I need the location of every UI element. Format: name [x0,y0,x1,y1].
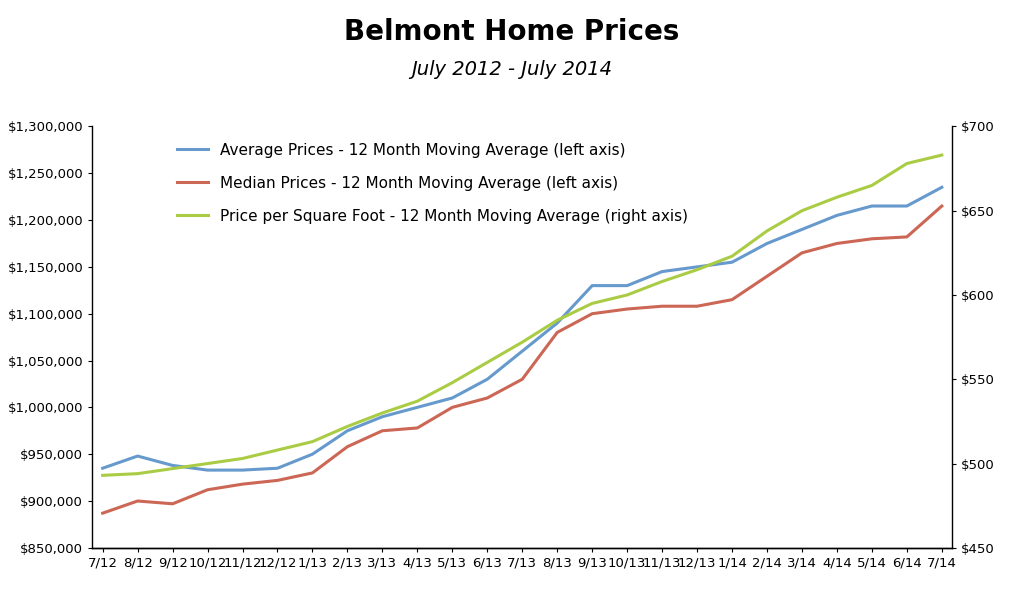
Median Prices - 12 Month Moving Average (left axis) [202,486,214,494]
Average Prices - 12 Month Moving Average (left axis) [167,462,179,469]
Median Prices - 12 Month Moving Average (left axis) [936,202,948,209]
Average Prices - 12 Month Moving Average (left axis) [446,394,459,402]
Average Prices - 12 Month Moving Average (left axis) [901,202,913,209]
Price per Square Foot - 12 Month Moving Average (right axis) [691,266,703,273]
Price per Square Foot - 12 Month Moving Average (right axis) [306,438,318,445]
Average Prices - 12 Month Moving Average (left axis) [96,465,109,472]
Price per Square Foot - 12 Month Moving Average (right axis) [446,379,459,386]
Median Prices - 12 Month Moving Average (left axis) [446,404,459,411]
Price per Square Foot - 12 Month Moving Average (right axis) [551,317,563,324]
Average Prices - 12 Month Moving Average (left axis) [516,347,528,355]
Legend: Average Prices - 12 Month Moving Average (left axis), Median Prices - 12 Month M: Average Prices - 12 Month Moving Average… [177,143,688,225]
Median Prices - 12 Month Moving Average (left axis) [96,509,109,517]
Median Prices - 12 Month Moving Average (left axis) [237,480,249,488]
Average Prices - 12 Month Moving Average (left axis) [830,212,843,219]
Price per Square Foot - 12 Month Moving Average (right axis) [621,291,633,299]
Price per Square Foot - 12 Month Moving Average (right axis) [271,447,284,454]
Average Prices - 12 Month Moving Average (left axis) [761,240,773,247]
Price per Square Foot - 12 Month Moving Average (right axis) [167,465,179,472]
Median Prices - 12 Month Moving Average (left axis) [656,303,669,310]
Average Prices - 12 Month Moving Average (left axis) [936,184,948,191]
Line: Median Prices - 12 Month Moving Average (left axis): Median Prices - 12 Month Moving Average … [102,206,942,513]
Average Prices - 12 Month Moving Average (left axis) [202,467,214,474]
Price per Square Foot - 12 Month Moving Average (right axis) [936,152,948,159]
Average Prices - 12 Month Moving Average (left axis) [656,268,669,275]
Average Prices - 12 Month Moving Average (left axis) [586,282,598,289]
Price per Square Foot - 12 Month Moving Average (right axis) [796,207,808,214]
Median Prices - 12 Month Moving Average (left axis) [376,427,388,435]
Median Prices - 12 Month Moving Average (left axis) [726,296,738,303]
Line: Average Prices - 12 Month Moving Average (left axis): Average Prices - 12 Month Moving Average… [102,187,942,470]
Median Prices - 12 Month Moving Average (left axis) [621,305,633,312]
Median Prices - 12 Month Moving Average (left axis) [551,329,563,336]
Median Prices - 12 Month Moving Average (left axis) [865,235,878,243]
Price per Square Foot - 12 Month Moving Average (right axis) [586,300,598,307]
Price per Square Foot - 12 Month Moving Average (right axis) [865,182,878,189]
Median Prices - 12 Month Moving Average (left axis) [341,443,353,450]
Median Prices - 12 Month Moving Average (left axis) [412,424,424,432]
Median Prices - 12 Month Moving Average (left axis) [691,303,703,310]
Average Prices - 12 Month Moving Average (left axis) [621,282,633,289]
Average Prices - 12 Month Moving Average (left axis) [865,202,878,209]
Price per Square Foot - 12 Month Moving Average (right axis) [376,409,388,417]
Median Prices - 12 Month Moving Average (left axis) [481,394,494,402]
Median Prices - 12 Month Moving Average (left axis) [830,240,843,247]
Price per Square Foot - 12 Month Moving Average (right axis) [726,253,738,260]
Price per Square Foot - 12 Month Moving Average (right axis) [481,359,494,366]
Price per Square Foot - 12 Month Moving Average (right axis) [412,397,424,405]
Average Prices - 12 Month Moving Average (left axis) [551,320,563,327]
Price per Square Foot - 12 Month Moving Average (right axis) [131,470,143,477]
Median Prices - 12 Month Moving Average (left axis) [586,310,598,317]
Average Prices - 12 Month Moving Average (left axis) [481,376,494,383]
Average Prices - 12 Month Moving Average (left axis) [131,453,143,460]
Price per Square Foot - 12 Month Moving Average (right axis) [656,278,669,285]
Median Prices - 12 Month Moving Average (left axis) [901,234,913,241]
Price per Square Foot - 12 Month Moving Average (right axis) [830,194,843,201]
Average Prices - 12 Month Moving Average (left axis) [271,465,284,472]
Median Prices - 12 Month Moving Average (left axis) [516,376,528,383]
Price per Square Foot - 12 Month Moving Average (right axis) [516,338,528,346]
Line: Price per Square Foot - 12 Month Moving Average (right axis): Price per Square Foot - 12 Month Moving … [102,155,942,476]
Price per Square Foot - 12 Month Moving Average (right axis) [901,160,913,167]
Average Prices - 12 Month Moving Average (left axis) [341,427,353,435]
Median Prices - 12 Month Moving Average (left axis) [306,470,318,477]
Text: July 2012 - July 2014: July 2012 - July 2014 [412,60,612,79]
Average Prices - 12 Month Moving Average (left axis) [726,259,738,266]
Average Prices - 12 Month Moving Average (left axis) [376,413,388,420]
Median Prices - 12 Month Moving Average (left axis) [796,249,808,256]
Median Prices - 12 Month Moving Average (left axis) [761,273,773,280]
Average Prices - 12 Month Moving Average (left axis) [237,467,249,474]
Median Prices - 12 Month Moving Average (left axis) [167,500,179,507]
Median Prices - 12 Month Moving Average (left axis) [131,497,143,504]
Price per Square Foot - 12 Month Moving Average (right axis) [341,423,353,430]
Average Prices - 12 Month Moving Average (left axis) [412,404,424,411]
Average Prices - 12 Month Moving Average (left axis) [306,450,318,458]
Price per Square Foot - 12 Month Moving Average (right axis) [96,472,109,479]
Price per Square Foot - 12 Month Moving Average (right axis) [761,228,773,235]
Text: Belmont Home Prices: Belmont Home Prices [344,18,680,46]
Price per Square Foot - 12 Month Moving Average (right axis) [202,460,214,467]
Median Prices - 12 Month Moving Average (left axis) [271,477,284,484]
Average Prices - 12 Month Moving Average (left axis) [691,263,703,270]
Average Prices - 12 Month Moving Average (left axis) [796,226,808,233]
Price per Square Foot - 12 Month Moving Average (right axis) [237,455,249,462]
